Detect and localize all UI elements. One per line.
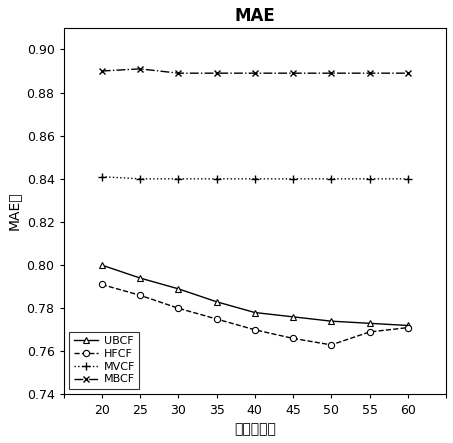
- UBCF: [405, 323, 410, 328]
- MVCF: [252, 176, 257, 182]
- HFCF: [405, 325, 410, 330]
- HFCF: [99, 282, 105, 287]
- HFCF: [176, 306, 181, 311]
- MVCF: [214, 176, 219, 182]
- UBCF: [328, 319, 334, 324]
- MVCF: [137, 176, 143, 182]
- Legend: UBCF, HFCF, MVCF, MBCF: UBCF, HFCF, MVCF, MBCF: [69, 332, 140, 389]
- MVCF: [176, 176, 181, 182]
- MBCF: [290, 70, 296, 76]
- MVCF: [405, 176, 410, 182]
- MBCF: [328, 70, 334, 76]
- UBCF: [290, 314, 296, 319]
- HFCF: [214, 316, 219, 322]
- HFCF: [367, 329, 372, 334]
- HFCF: [290, 336, 296, 341]
- Title: MAE: MAE: [234, 7, 275, 25]
- Y-axis label: MAE值: MAE值: [7, 192, 21, 230]
- MBCF: [99, 68, 105, 74]
- UBCF: [252, 310, 257, 315]
- Line: MBCF: MBCF: [98, 66, 411, 77]
- MBCF: [176, 70, 181, 76]
- X-axis label: 邻近用户数: 邻近用户数: [234, 422, 276, 436]
- HFCF: [328, 342, 334, 348]
- MVCF: [328, 176, 334, 182]
- Line: UBCF: UBCF: [98, 262, 411, 329]
- UBCF: [176, 286, 181, 291]
- UBCF: [367, 321, 372, 326]
- MBCF: [252, 70, 257, 76]
- Line: MVCF: MVCF: [97, 172, 412, 183]
- Line: HFCF: HFCF: [99, 281, 411, 348]
- MBCF: [367, 70, 372, 76]
- MBCF: [405, 70, 410, 76]
- MBCF: [137, 66, 143, 71]
- UBCF: [137, 276, 143, 281]
- MVCF: [367, 176, 372, 182]
- MBCF: [214, 70, 219, 76]
- HFCF: [137, 293, 143, 298]
- HFCF: [252, 327, 257, 332]
- MVCF: [99, 174, 105, 179]
- UBCF: [214, 299, 219, 304]
- MVCF: [290, 176, 296, 182]
- UBCF: [99, 262, 105, 268]
